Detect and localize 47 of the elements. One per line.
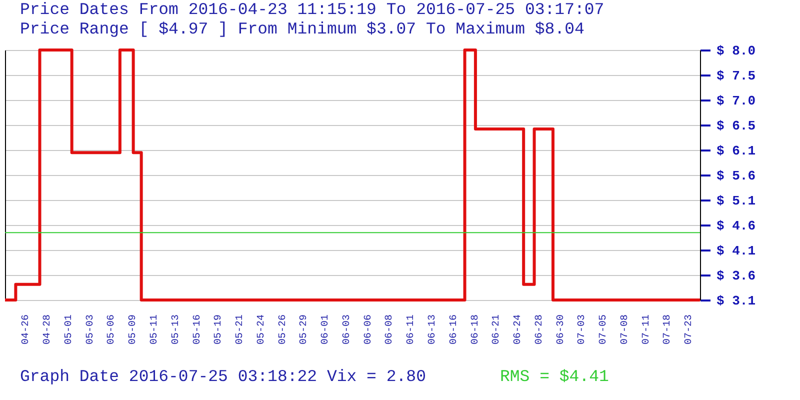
y-tick-label: $ 5.6: [716, 168, 756, 184]
y-tick-label: $ 8.0: [716, 44, 756, 58]
x-tick-label: 07-23: [684, 314, 696, 345]
y-tick-label: $ 4.1: [716, 244, 756, 258]
x-tick-label: 06-13: [427, 314, 438, 345]
chart-subtitle: Price Range [ $4.97 ] From Minimum $3.07 To Maximum $8.04: [20, 20, 584, 38]
x-tick-label: 07-11: [641, 314, 652, 345]
x-tick-label: 06-30: [556, 314, 567, 345]
y-tick-label: $ 7.5: [716, 68, 756, 84]
x-tick-label: 05-16: [192, 314, 204, 345]
x-tick-label: 06-11: [406, 314, 418, 345]
y-tick-label: $ 5.1: [716, 194, 756, 208]
x-tick-label: 04-28: [42, 314, 54, 345]
x-tick-label: 05-09: [128, 314, 140, 345]
x-tick-label: 07-05: [598, 314, 610, 345]
y-tick-label: $ 7.0: [716, 94, 756, 108]
x-tick-label: 07-18: [662, 314, 674, 345]
x-tick-label: 06-21: [492, 314, 503, 345]
x-tick-label: 05-01: [64, 314, 75, 345]
x-tick-label: 05-24: [256, 314, 268, 345]
text: Graph Date 2016-07-25 03:18:22 Vix = 2.80: [20, 367, 426, 386]
x-tick-label: 06-28: [534, 314, 546, 345]
x-tick-label: 07-03: [577, 314, 588, 345]
x-tick-label: 06-06: [363, 314, 374, 345]
x-tick-label: 05-03: [85, 314, 96, 345]
x-tick-label: 05-06: [106, 314, 118, 345]
y-tick-label: $ 4.6: [716, 218, 756, 234]
y-tick-label: $ 3.6: [716, 268, 756, 284]
x-tick-label: 04-26: [21, 314, 32, 345]
y-tick-label: $ 6.5: [716, 118, 756, 134]
x-tick-label: 05-13: [170, 314, 182, 345]
x-tick-label: 06-18: [470, 314, 482, 345]
x-tick-label: 06-03: [342, 314, 353, 345]
x-tick-label: 05-11: [149, 314, 160, 345]
y-tick-label: $ 3.1: [716, 294, 756, 308]
x-tick-label: 07-08: [620, 314, 631, 345]
chart-title: Price Dates From 2016-04-23 11:15:19 To 2016-07-25 03:17:07: [20, 0, 604, 19]
x-tick-label: 06-08: [384, 314, 396, 345]
x-tick-label: 05-19: [214, 314, 225, 345]
x-tick-label: 06-16: [448, 314, 460, 345]
x-tick-label: 05-21: [235, 314, 246, 345]
x-tick-label: 06-24: [513, 314, 524, 345]
y-tick-label: $ 6.1: [716, 144, 756, 158]
ref-line-label: RMS = $4.41: [500, 367, 610, 386]
x-tick-label: 05-26: [278, 314, 289, 345]
x-tick-label: 06-01: [320, 314, 332, 345]
x-tick-label: 05-29: [299, 314, 310, 345]
